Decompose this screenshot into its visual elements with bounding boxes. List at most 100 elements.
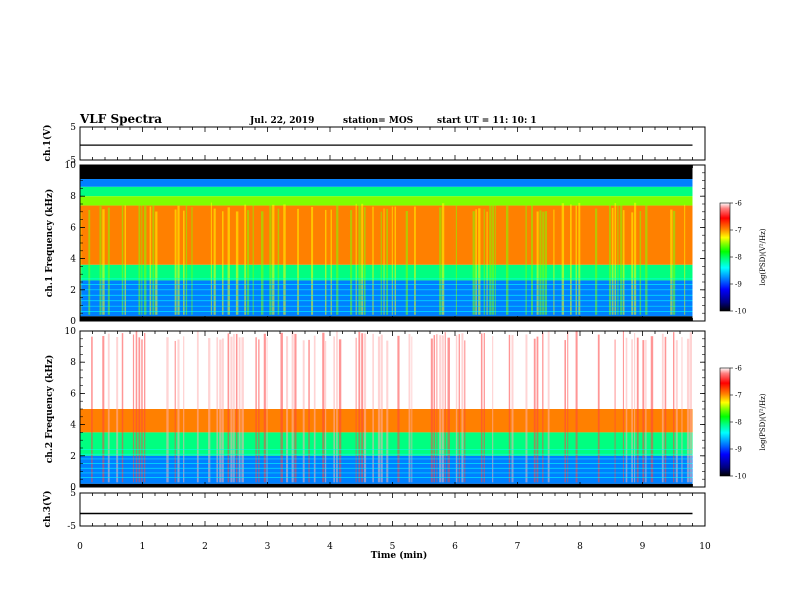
spectrogram-streak [141,204,143,315]
spectrogram-streak [689,332,692,483]
y-tick-label: 6 [70,389,76,399]
spectrogram-streak [283,204,286,315]
y-tick-label: -5 [67,522,76,532]
spectrogram-streak [686,338,690,483]
spectrogram-streak [258,339,260,483]
spectrogram-streak [266,337,268,483]
spectrogram-streak [132,334,135,483]
spectrogram-streak [531,204,533,315]
spectrogram-streak [383,208,385,315]
spectrogram-streak [363,207,366,315]
ch1-colorbar-label: log(PSD)(V²/Hz) [759,228,767,285]
spectrogram-streak [333,336,336,483]
spectrogram-streak [486,211,488,315]
colorbar-tick-label: -8 [735,419,742,427]
spectrogram-streak [144,205,147,315]
ch1-voltage-ylabel: ch.1(V) [42,125,53,162]
spectrogram-streak [177,339,180,483]
spectrogram-streak [355,337,357,483]
spectrogram-streak [80,211,82,315]
spectrogram-streak [174,340,176,483]
spectrogram-streak [631,212,634,315]
spectrogram-streak [227,207,230,315]
spectrogram-streak [138,205,141,315]
spectrogram-streak [227,333,230,483]
spectrogram-streak [152,205,155,315]
spectrogram-streak [614,339,616,483]
spectrogram-streak [578,202,581,315]
y-tick-label: 2 [70,452,76,462]
spectrogram-streak [681,337,683,483]
spectrogram-streak [675,340,678,483]
y-tick-label: 8 [70,192,76,202]
spectrogram-streak [102,209,105,315]
spectrogram-streak [634,202,637,315]
ch1-frequency-ylabel: ch.1 Frequency (kHz) [44,189,55,298]
spectrogram-streak [121,333,124,483]
spectrogram-streak [536,336,539,483]
x-tick-label: 10 [699,542,711,552]
spectrogram-streak [622,331,624,483]
y-tick-label: 10 [65,161,77,171]
spectrogram-streak [338,339,342,483]
spectrogram-streak [441,203,445,315]
x-tick-label: 7 [515,542,521,552]
spectrogram-streak [386,340,389,483]
y-tick-label: 8 [70,358,76,368]
spectrogram-streak [444,332,446,483]
spectrogram-band-0 [80,165,693,180]
spectrogram-streak [91,336,93,483]
spectrogram-streak [411,336,413,483]
x-tick-label: 0 [77,542,83,552]
spectrogram-streak [408,333,411,483]
spectrogram-streak [664,336,667,483]
ch2-colorbar [719,367,731,477]
spectrogram-streak [436,334,438,483]
spectrogram-streak [286,336,289,483]
x-tick-label: 3 [265,542,271,552]
spectrogram-streak [213,208,216,315]
spectrogram-streak [472,211,475,315]
spectrogram-streak [358,331,361,483]
spectrogram-streak [564,340,566,483]
spectrogram-streak [260,211,264,315]
y-tick-label: 4 [70,421,76,431]
spectrogram-streak [166,337,169,483]
spectrogram-streak [174,209,177,315]
spectrogram-streak [380,334,383,483]
spectrogram-streak [221,338,224,483]
spectrogram-streak [650,336,654,483]
figure-title: VLF Spectra [79,112,162,126]
spectrogram-streak [141,339,143,483]
spectrogram-band-3 [80,196,693,206]
spectrogram-streak [455,335,458,483]
ch1-spectrogram [80,165,705,321]
spectrogram-streak [494,203,496,315]
spectrogram-streak [241,337,244,483]
spectrogram-streak [358,202,361,315]
spectrogram-streak [372,333,374,483]
spectrogram-streak [247,210,250,315]
spectrogram-streak [542,211,545,315]
spectrogram-band-2 [80,186,693,197]
spectrogram-streak [567,331,569,483]
colorbar-tick-label: -6 [735,200,742,208]
spectrogram-streak [313,335,316,483]
spectrogram-streak [99,206,102,315]
x-tick-label: 1 [140,542,146,552]
spectrogram-streak [608,203,611,315]
x-axis-label: Time (min) [371,550,428,561]
x-tick-label: 9 [640,542,646,552]
spectrogram-streak [684,204,686,315]
spectrogram-streak [238,337,241,483]
spectrogram-streak [631,339,633,483]
spectrogram-streak [575,205,577,315]
spectrogram-streak [397,335,400,483]
spectrogram-streak [539,210,542,315]
y-tick-label: 10 [65,327,77,337]
spectrogram-streak [673,210,676,315]
spectrogram-streak [244,204,247,315]
spectrogram-band-1 [80,179,693,187]
spectrogram-streak [235,333,238,483]
